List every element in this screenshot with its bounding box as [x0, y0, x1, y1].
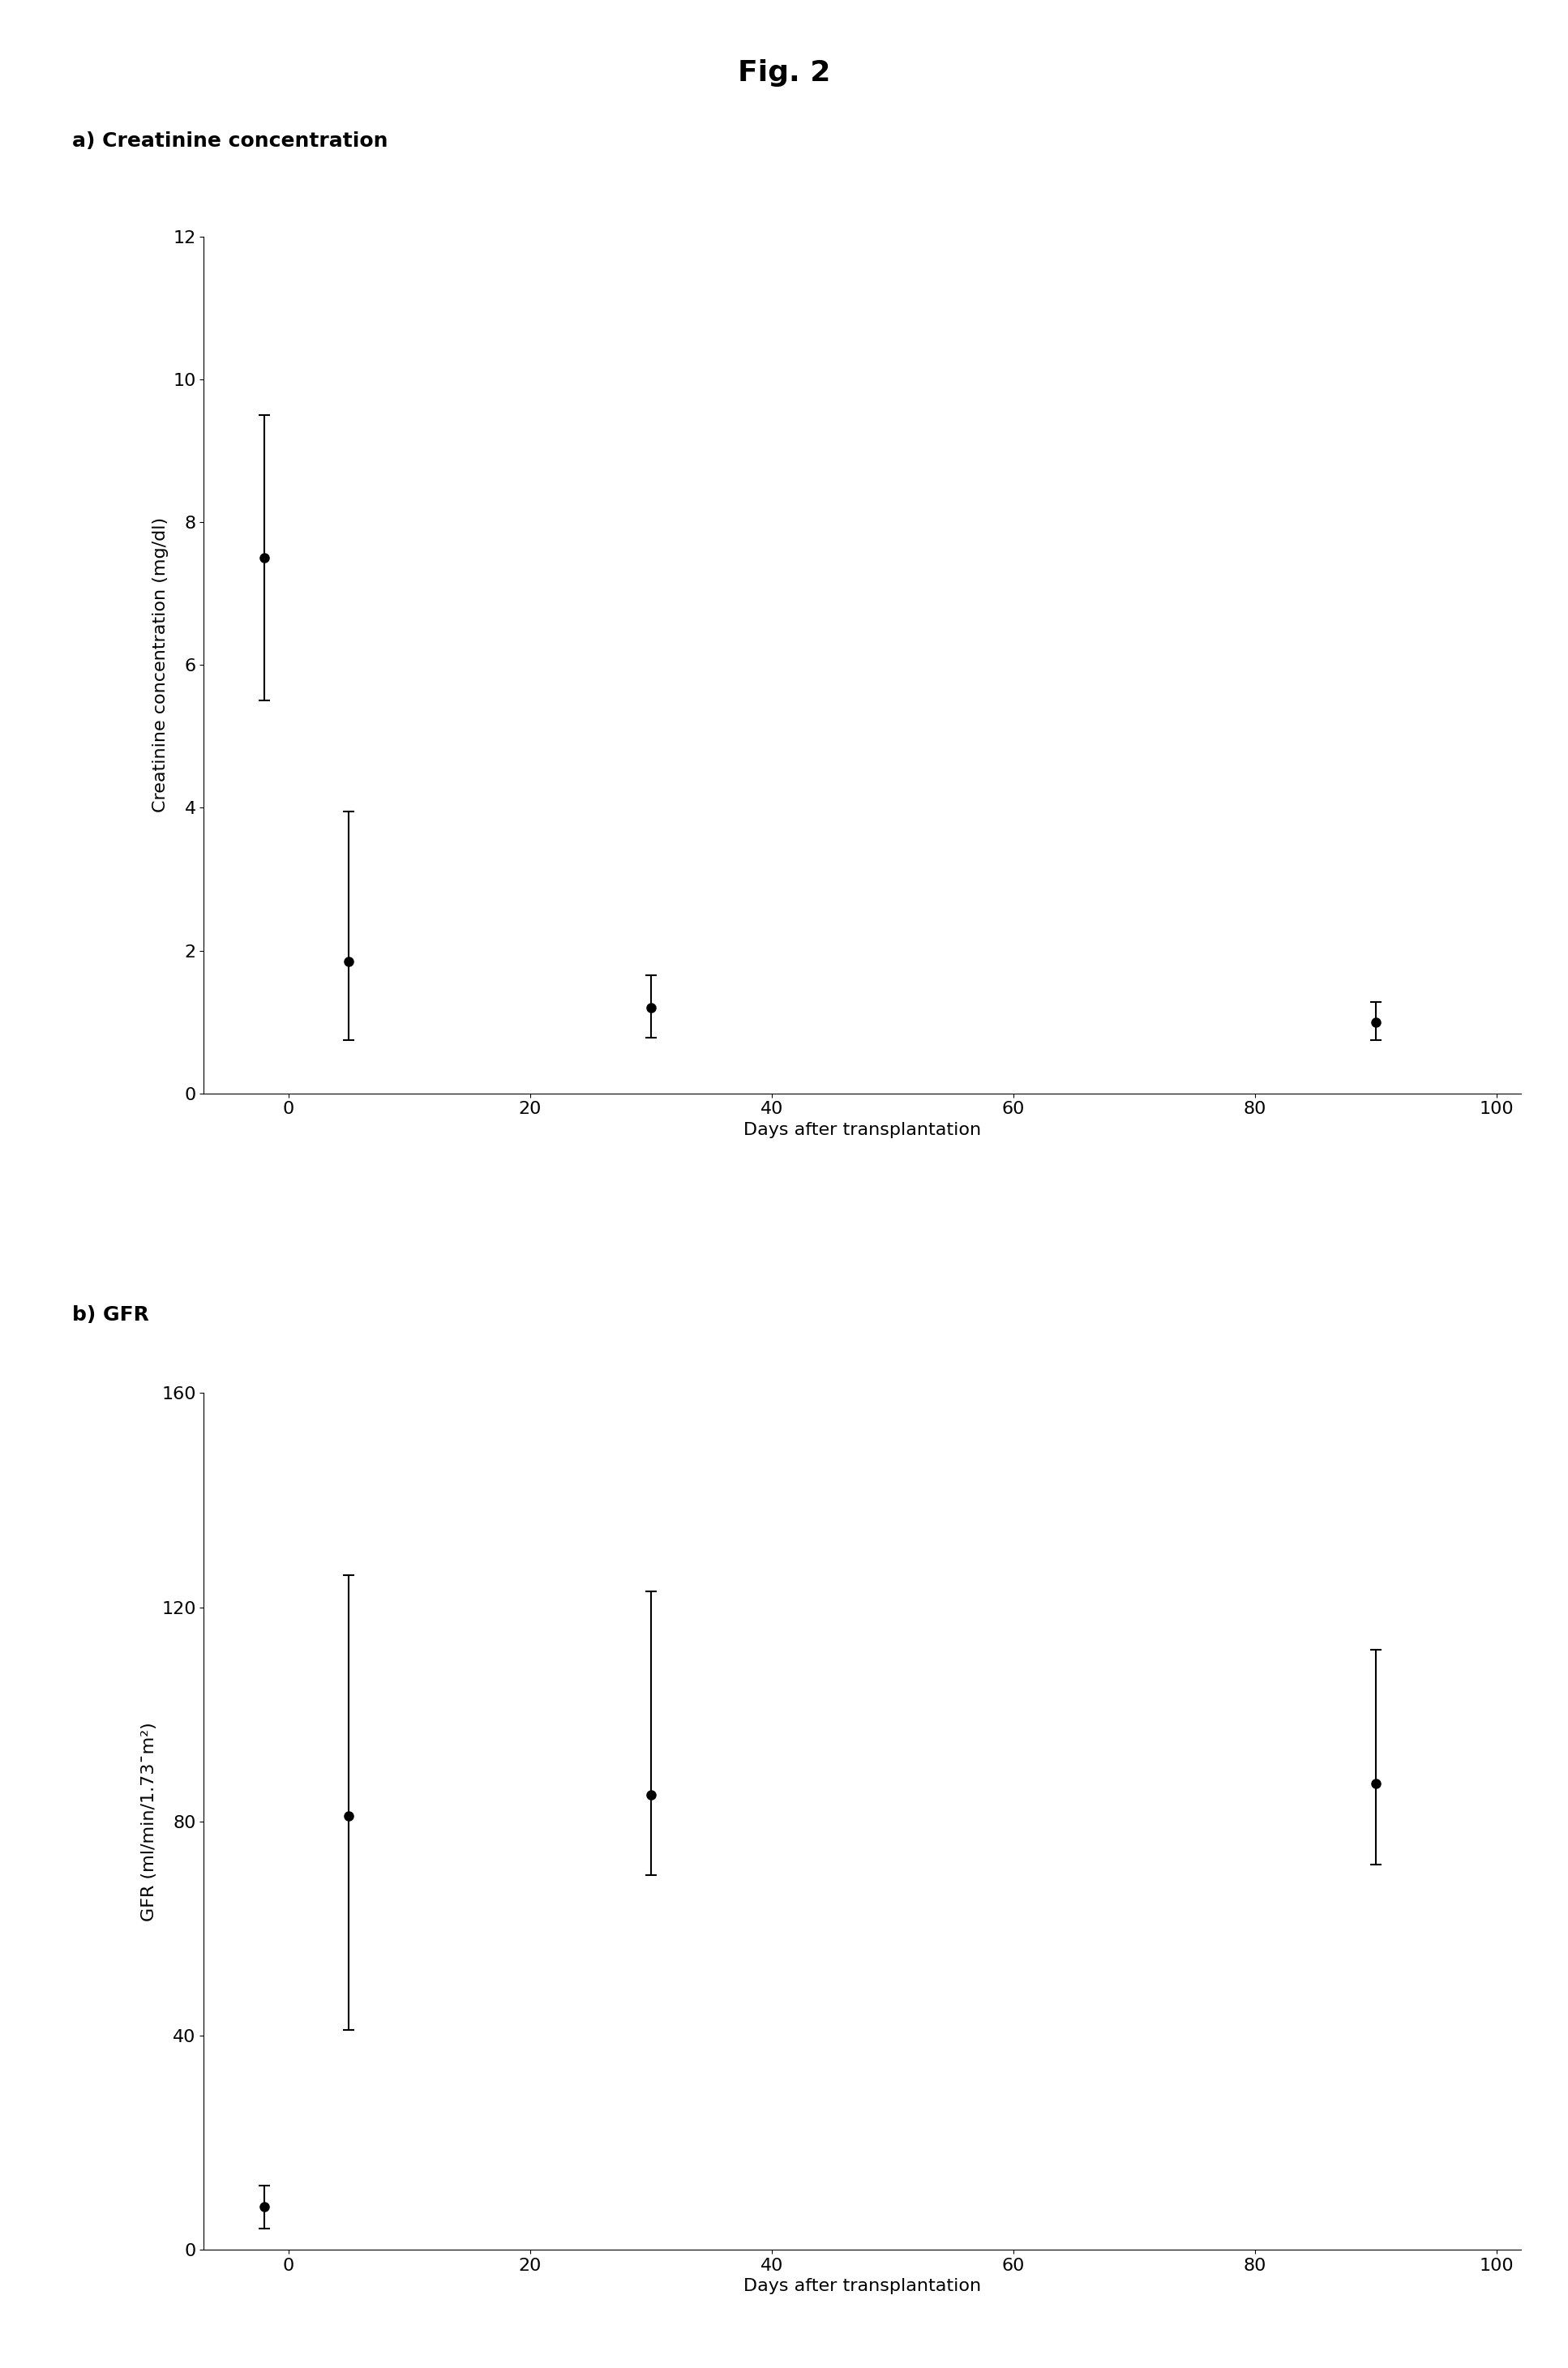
- Y-axis label: GFR (ml/min/1.73¯m²): GFR (ml/min/1.73¯m²): [141, 1722, 157, 1920]
- X-axis label: Days after transplantation: Days after transplantation: [743, 1122, 982, 1139]
- Text: b) GFR: b) GFR: [72, 1305, 149, 1324]
- Text: a) Creatinine concentration: a) Creatinine concentration: [72, 133, 387, 152]
- X-axis label: Days after transplantation: Days after transplantation: [743, 2278, 982, 2295]
- Y-axis label: Creatinine concentration (mg/dl): Creatinine concentration (mg/dl): [152, 519, 168, 812]
- Text: Fig. 2: Fig. 2: [737, 59, 831, 88]
